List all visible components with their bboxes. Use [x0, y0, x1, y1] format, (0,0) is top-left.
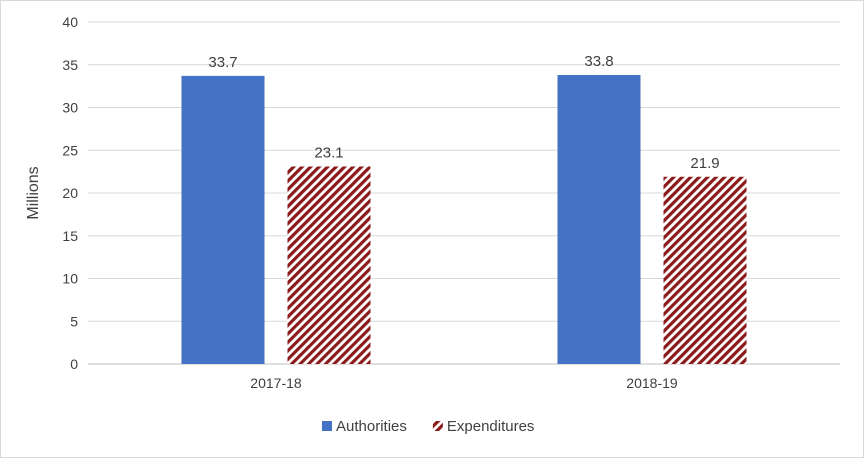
data-label: 23.1: [314, 144, 343, 161]
y-tick-label: 35: [62, 57, 78, 73]
legend-swatch-expenditures: [432, 421, 443, 431]
data-label: 33.7: [208, 54, 237, 71]
y-tick-label: 5: [70, 313, 78, 329]
data-label: 21.9: [690, 155, 719, 172]
y-tick-label: 40: [62, 14, 78, 30]
y-tick-label: 10: [62, 271, 78, 287]
y-axis-label: Millions: [25, 166, 42, 219]
y-tick-label: 30: [62, 100, 78, 116]
y-tick-label: 15: [62, 228, 78, 244]
bar-expenditures: [663, 176, 747, 364]
data-label: 33.8: [584, 53, 613, 70]
legend-label: Expenditures: [447, 418, 535, 435]
legend-swatch-authorities: [322, 421, 332, 431]
bar-expenditures: [287, 166, 371, 364]
legend-label: Authorities: [336, 418, 407, 435]
y-tick-label: 25: [62, 142, 78, 158]
y-tick-label: 0: [70, 356, 78, 372]
x-tick-label: 2018-19: [626, 375, 678, 391]
bar-authorities: [557, 75, 641, 364]
bar-authorities: [181, 75, 265, 365]
y-tick-label: 20: [62, 185, 78, 201]
x-tick-label: 2017-18: [250, 375, 302, 391]
